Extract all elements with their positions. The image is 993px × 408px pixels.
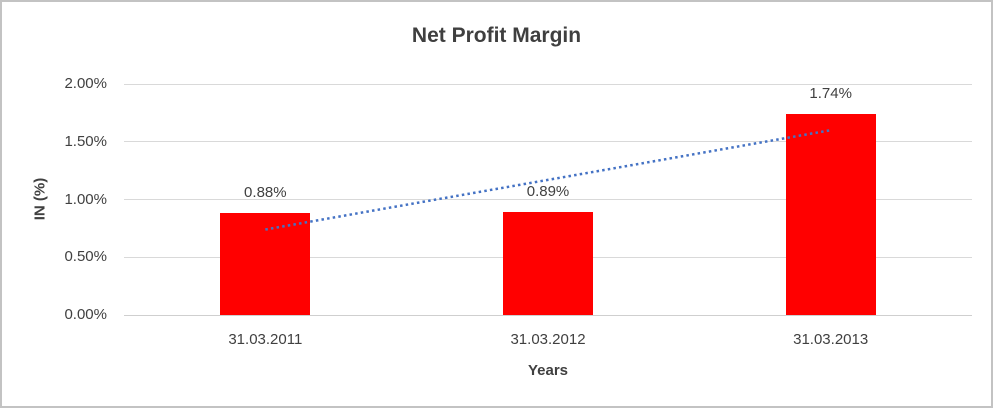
y-tick-label: 1.00%	[64, 190, 107, 208]
x-axis-baseline	[124, 314, 972, 316]
y-tick-label: 2.00%	[64, 75, 107, 92]
gridline	[124, 83, 972, 85]
y-tick-label: 0.50%	[64, 248, 107, 266]
bar-31.03.2012	[503, 212, 593, 315]
x-tick-label: 31.03.2013	[793, 331, 869, 348]
x-tick-label: 31.03.2011	[228, 331, 303, 348]
bar-data-label: 0.89%	[526, 183, 570, 201]
y-tick-label: 0.00%	[64, 306, 107, 323]
y-tick-label: 1.50%	[64, 132, 107, 150]
bar-data-label: 1.74%	[809, 85, 852, 103]
chart-title: Net Profit Margin	[411, 24, 582, 47]
x-tick-label: 31.03.2012	[510, 331, 586, 348]
bar-31.03.2011	[220, 213, 311, 315]
x-axis-title: Years	[527, 362, 569, 379]
bar-data-label: 0.88%	[244, 184, 287, 202]
bar-31.03.2013	[785, 114, 876, 315]
